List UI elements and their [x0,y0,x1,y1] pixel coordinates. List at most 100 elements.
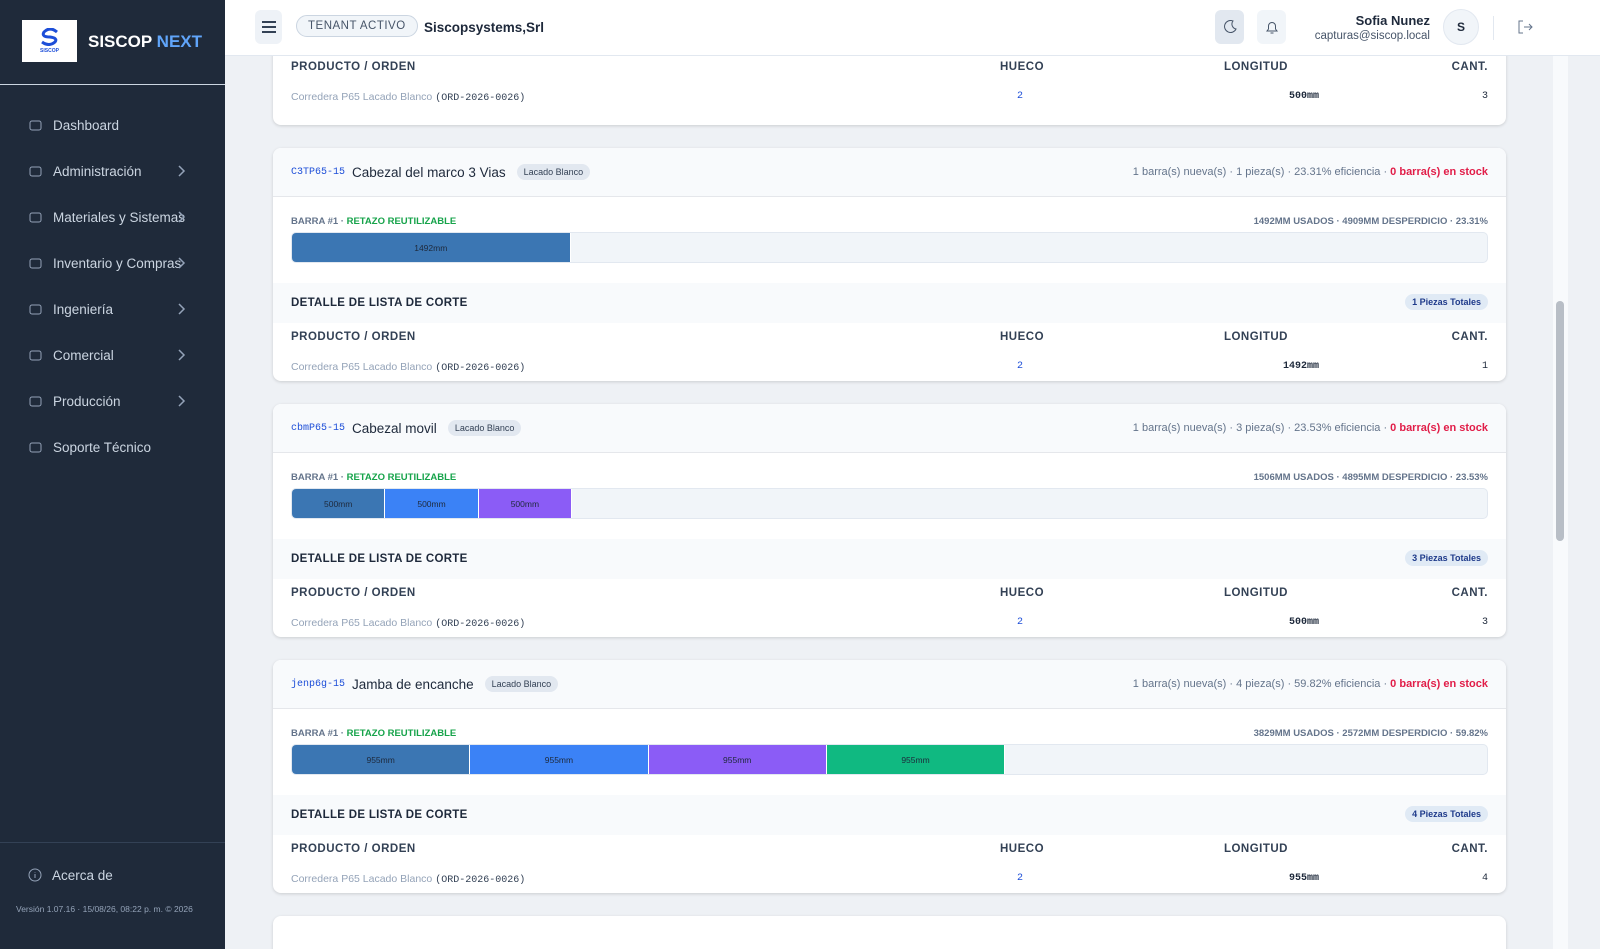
segment[interactable]: 500mm [292,489,386,518]
segment[interactable]: 955mm [826,745,1006,774]
user-name: Sofia Nunez [1355,13,1430,28]
hueco: 2 [1017,361,1024,372]
column-header: CANT. [1451,331,1488,343]
code: jenp6g-15 [291,678,346,690]
column-header: LONGITUD [1223,331,1288,343]
bar-track: 1492mm [291,232,1488,263]
hueco: 2 [1017,91,1024,102]
card-title: jenp6g-15 Jamba de encanche Lacado Blanco [291,676,559,692]
order: (ORD-2026-0026) [435,93,526,104]
name: Jamba de encanche [352,676,474,692]
sidebar: SISCOP SISCOP NEXT Dashboard Administraci… [0,0,225,949]
icon [29,396,42,406]
qty: 4 [1481,873,1488,884]
finish: Lacado Blanco [447,420,522,436]
detail-title: DETALLE DE LISTA DE CORTE [291,553,468,565]
about-link[interactable]: Acerca de [28,860,198,890]
brand-name: SISCOP [88,32,152,51]
nav-item[interactable]: Dashboard [28,110,198,140]
bar-status: RETAZO REUTILIZABLE [346,472,457,483]
icon [29,442,42,452]
icon [261,21,276,33]
nav-label: Producción [53,393,121,409]
nav-item[interactable]: Ingeniería [28,294,198,324]
nav-item[interactable]: Administración [28,156,198,186]
column-header: PRODUCTO / ORDEN [291,843,416,855]
icon [1223,20,1237,33]
nav-label: Administración [53,163,142,179]
summary-text: 1 barra(s) nueva(s) · 3 pieza(s) · 23.53… [1132,422,1388,434]
icon [29,212,42,222]
segment[interactable]: 500mm [478,489,573,518]
logo-text: SISCOP [40,48,59,54]
column-header: PRODUCTO / ORDEN [291,331,416,343]
card-title: C3TP65-15 Cabezal del marco 3 Vias Lacado … [291,164,591,180]
nav-item[interactable]: Comercial [28,340,198,370]
usage: 1506MM USADOS · 4895MM DESPERDICIO · 23.… [1253,472,1488,483]
segment[interactable]: 955mm [292,745,471,774]
product-cell: Corredera P65 Lacado Blanco (ORD-2026-00… [291,361,525,374]
logo: SISCOP [22,20,77,62]
nav-label: Inventario y Compras [53,255,182,271]
nav-label: Comercial [53,347,114,363]
divider [0,842,225,843]
nav-label: Ingeniería [53,301,114,317]
product: Corredera P65 Lacado Blanco [291,873,433,885]
name: Cabezal movil [352,420,437,436]
menu-button[interactable] [255,10,282,44]
brand-accent: NEXT [156,32,203,51]
chevron [178,349,186,361]
summary: 1 barra(s) nueva(s) · 1 pieza(s) · 23.31… [1133,166,1488,178]
column-header: LONGITUD [1223,843,1288,855]
scroll-thumb[interactable] [1556,301,1564,541]
column-header: LONGITUD [1223,61,1288,73]
nav-label: Soporte Técnico [53,439,152,455]
nav-item[interactable]: Soporte Técnico [28,432,198,462]
summary: 1 barra(s) nueva(s) · 4 pieza(s) · 59.82… [1133,678,1488,690]
segment[interactable]: 955mm [470,745,649,774]
length: 500mm [1288,617,1319,628]
segment[interactable]: 1492mm [292,233,571,262]
chevron [178,257,186,269]
tenant-badge: TENANT ACTIVO [296,15,418,37]
chevron [178,165,186,177]
stock: 0 barra(s) en stock [1390,422,1488,434]
hueco: 2 [1017,617,1024,628]
code: C3TP65-15 [291,166,346,178]
detail-title: DETALLE DE LISTA DE CORTE [291,297,468,309]
usage: 1492MM USADOS · 4909MM DESPERDICIO · 23.… [1253,216,1488,227]
nav-item[interactable]: Producción [28,386,198,416]
product: Corredera P65 Lacado Blanco [291,617,433,629]
logout-button[interactable] [1517,19,1533,35]
logo-mark [40,28,58,46]
product-cell: Corredera P65 Lacado Blanco (ORD-2026-00… [291,91,525,104]
notifications-button[interactable] [1257,10,1286,44]
segment[interactable]: 955mm [648,745,827,774]
theme-button[interactable] [1215,10,1244,44]
column-header: HUECO [1000,587,1045,599]
card: cbmP65-15 Cabezal movil Lacado Blanco 1 bar… [273,404,1506,637]
icon [29,304,42,314]
stock: 0 barra(s) en stock [1390,166,1488,178]
card: C3TP65-15 Cabezal del marco 3 Vias Lacado … [273,148,1506,381]
bar-title: BARRA #1 · RETAZO REUTILIZABLE [291,216,456,227]
bar-label: BARRA #1 · [291,472,344,483]
user-email: capturas@siscop.local [1314,30,1430,42]
column-header: HUECO [1000,61,1045,73]
bar-title: BARRA #1 · RETAZO REUTILIZABLE [291,472,456,483]
nav-item[interactable]: Materiales y Sistemas [28,202,198,232]
avatar[interactable]: S [1443,9,1479,45]
topbar: TENANT ACTIVO Siscopsystems,Srl Sofia Nu… [225,0,1600,56]
chevron [178,395,186,407]
nav-item[interactable]: Inventario y Compras [28,248,198,278]
segment[interactable]: 500mm [385,489,479,518]
product: Corredera P65 Lacado Blanco [291,361,433,373]
stock: 0 barra(s) en stock [1390,678,1488,690]
product-cell: Corredera P65 Lacado Blanco (ORD-2026-00… [291,873,525,886]
card-title: cbmP65-15 Cabezal movil Lacado Blanco [291,420,522,436]
column-header: CANT. [1451,587,1488,599]
order: (ORD-2026-0026) [435,619,526,630]
card-header: jenp6g-15 Jamba de encanche Lacado Blanco 1… [273,660,1506,709]
hueco: 2 [1017,873,1024,884]
column-header: HUECO [1000,843,1045,855]
